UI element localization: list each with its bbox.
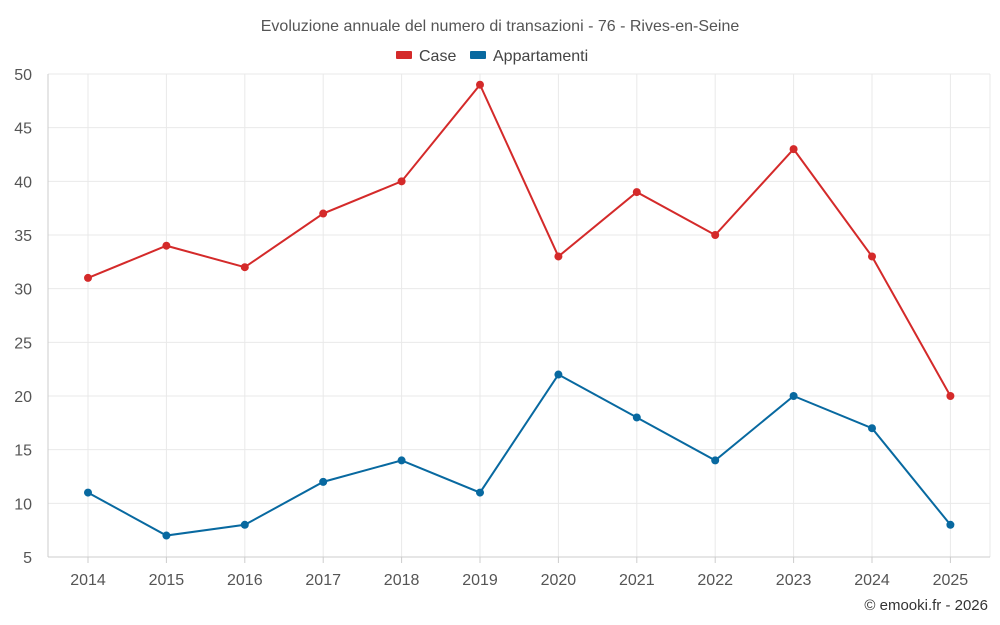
y-tick-label: 30 [14,282,32,299]
y-tick-label: 20 [14,389,32,406]
series-case [84,80,955,400]
chart-title: Evoluzione annuale del numero di transaz… [261,18,740,35]
series-layer [84,80,955,540]
data-point-case[interactable] [84,273,92,282]
data-point-case[interactable] [319,209,328,218]
x-tick-label: 2025 [933,572,969,589]
data-point-appartamenti[interactable] [397,456,406,465]
x-tick-label: 2016 [227,572,263,589]
data-point-case[interactable] [946,392,955,400]
credit-text: © emooki.fr - 2026 [864,597,988,614]
x-tick-label: 2024 [854,572,890,589]
y-tick-label: 10 [14,496,32,513]
data-point-appartamenti[interactable] [946,520,955,529]
y-tick-label: 50 [14,67,32,84]
x-tick-label: 2015 [149,572,185,589]
y-tick-label: 35 [14,228,32,245]
y-tick-label: 45 [14,121,32,138]
x-tick-label: 2023 [776,572,812,589]
data-point-appartamenti[interactable] [868,424,876,433]
x-tick-label: 2019 [462,572,498,589]
x-tick-label: 2020 [541,572,577,589]
data-point-case[interactable] [162,241,171,250]
data-point-case[interactable] [632,188,641,197]
data-point-appartamenti[interactable] [319,477,328,486]
y-tick-label: 5 [23,550,32,567]
data-point-case[interactable] [868,252,876,261]
legend-label-case[interactable]: Case [419,48,456,65]
x-tick-label: 2014 [70,572,106,589]
data-point-case[interactable] [554,252,563,261]
data-point-case[interactable] [711,231,720,239]
grid [48,73,991,557]
data-point-case[interactable] [789,145,798,154]
y-axis: 5 10 15 20 25 30 35 40 45 50 [14,67,49,567]
series-appartamenti [84,370,955,540]
data-point-appartamenti[interactable] [84,488,92,497]
y-tick-label: 15 [14,443,32,460]
data-point-case[interactable] [397,177,406,186]
legend-swatch-appartamenti[interactable] [470,51,486,59]
data-point-appartamenti[interactable] [554,370,563,379]
data-point-appartamenti[interactable] [162,531,171,540]
x-tick-label: 2021 [619,572,655,589]
x-axis: 2014 2015 2016 2017 2018 2019 2020 2021 2022 2023… [48,556,990,589]
data-point-appartamenti[interactable] [476,488,484,497]
series-line-case[interactable] [87,82,952,397]
data-point-case[interactable] [476,80,484,89]
x-tick-label: 2018 [384,572,420,589]
legend-swatch-case[interactable] [396,51,412,59]
data-point-appartamenti[interactable] [632,413,641,422]
legend-label-appartamenti[interactable]: Appartamenti [493,48,588,65]
legend: Case Appartamenti [396,48,588,65]
y-tick-label: 25 [14,335,32,352]
x-tick-label: 2022 [697,572,733,589]
series-line-appartamenti[interactable] [87,373,952,537]
data-point-appartamenti[interactable] [240,520,249,529]
y-tick-label: 40 [14,174,32,191]
data-point-case[interactable] [240,263,249,272]
x-tick-label: 2017 [305,572,341,589]
data-point-appartamenti[interactable] [711,456,720,465]
data-point-appartamenti[interactable] [789,392,798,400]
